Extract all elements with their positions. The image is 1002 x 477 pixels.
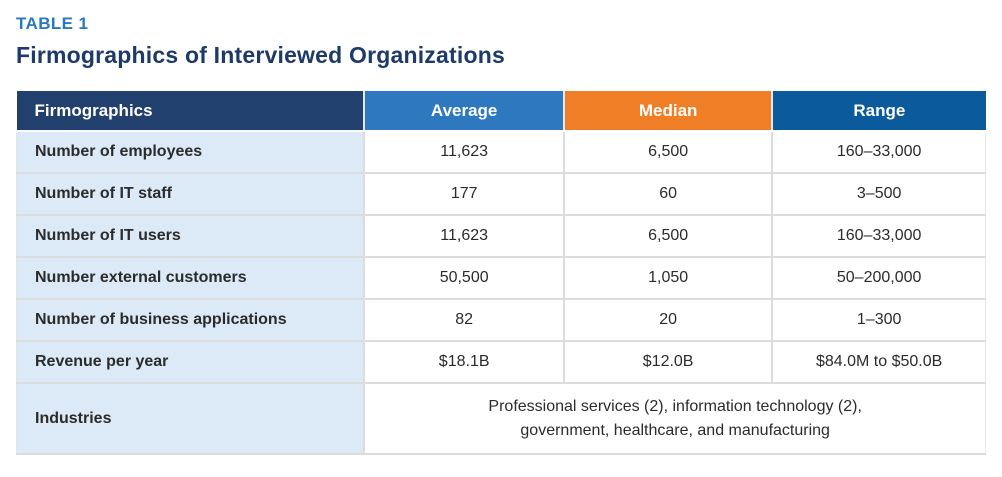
header-row: Firmographics Average Median Range — [16, 91, 986, 132]
table-row-revenue: Revenue per year $18.1B $12.0B $84.0M to… — [16, 340, 987, 384]
row-label: Number of IT users — [16, 214, 366, 258]
table-row-it-staff: Number of IT staff 177 60 3–500 — [16, 172, 987, 216]
row-range: $84.0M to $50.0B — [771, 340, 987, 384]
table-row-it-users: Number of IT users 11,623 6,500 160–33,0… — [16, 214, 987, 258]
industries-value-line2: government, healthcare, and manufacturin… — [520, 421, 830, 439]
row-range: 1–300 — [771, 298, 987, 342]
table-row-business-applications: Number of business applications 82 20 1–… — [16, 298, 987, 342]
row-label: Number of IT staff — [16, 172, 366, 216]
row-median: 1,050 — [562, 256, 774, 300]
row-range: 160–33,000 — [771, 130, 987, 174]
row-label: Industries — [16, 382, 366, 455]
row-range: 3–500 — [771, 172, 987, 216]
row-median: 6,500 — [562, 130, 774, 174]
row-average: 177 — [363, 172, 565, 216]
row-range: 50–200,000 — [771, 256, 987, 300]
table-row-industries: Industries Professional services (2), in… — [16, 382, 987, 455]
row-average: 82 — [363, 298, 565, 342]
header-cell-average: Average — [363, 91, 564, 132]
row-label: Number of business applications — [16, 298, 366, 342]
row-label: Revenue per year — [16, 340, 366, 384]
table-row-external-customers: Number external customers 50,500 1,050 5… — [16, 256, 987, 300]
header-cell-range: Range — [771, 91, 986, 132]
row-average: $18.1B — [363, 340, 565, 384]
header-cell-firmographics: Firmographics — [16, 91, 365, 132]
row-median: $12.0B — [562, 340, 774, 384]
header-cell-median: Median — [562, 91, 773, 132]
row-median: 60 — [562, 172, 774, 216]
row-label: Number external customers — [16, 256, 366, 300]
row-range: 160–33,000 — [771, 214, 987, 258]
table-number-label: TABLE 1 — [16, 14, 89, 33]
row-average: 50,500 — [363, 256, 565, 300]
row-average: 11,623 — [363, 130, 565, 174]
row-average: 11,623 — [363, 214, 565, 258]
row-label: Number of employees — [16, 130, 366, 174]
row-median: 20 — [562, 298, 774, 342]
page: TABLE 1 Firmographics of Interviewed Org… — [16, 14, 987, 455]
industries-value: Professional services (2), information t… — [363, 382, 987, 455]
table-row-employees: Number of employees 11,623 6,500 160–33,… — [16, 130, 987, 174]
page-title: Firmographics of Interviewed Organizatio… — [16, 42, 505, 68]
firmographics-table: Firmographics Average Median Range Numbe… — [16, 91, 987, 455]
industries-value-line1: Professional services (2), information t… — [488, 398, 862, 416]
row-median: 6,500 — [562, 214, 774, 258]
